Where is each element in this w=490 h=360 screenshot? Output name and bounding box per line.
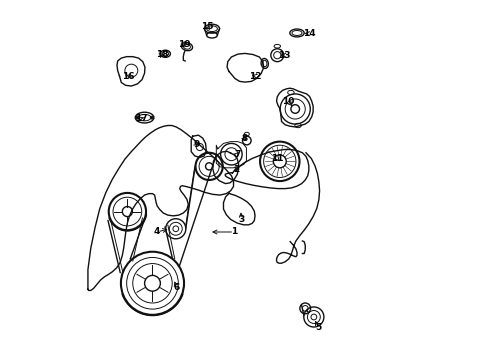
- Text: 18: 18: [156, 50, 169, 59]
- Text: 8: 8: [242, 134, 248, 143]
- Circle shape: [136, 116, 139, 119]
- Text: 16: 16: [122, 72, 135, 81]
- Text: 10: 10: [282, 96, 294, 105]
- Text: 9: 9: [194, 140, 200, 149]
- Text: 4: 4: [154, 228, 160, 237]
- Text: 7: 7: [235, 150, 241, 159]
- Text: 14: 14: [303, 29, 316, 38]
- Text: 13: 13: [278, 51, 291, 60]
- Text: 11: 11: [271, 154, 284, 163]
- Text: 19: 19: [178, 40, 190, 49]
- Text: 6: 6: [174, 283, 180, 292]
- Text: 5: 5: [316, 323, 321, 332]
- Text: 3: 3: [238, 215, 245, 224]
- Text: 1: 1: [231, 228, 237, 237]
- Text: 2: 2: [233, 165, 239, 174]
- Circle shape: [150, 116, 153, 119]
- Text: 12: 12: [249, 72, 262, 81]
- Text: 17: 17: [135, 114, 147, 123]
- Text: 15: 15: [201, 22, 214, 31]
